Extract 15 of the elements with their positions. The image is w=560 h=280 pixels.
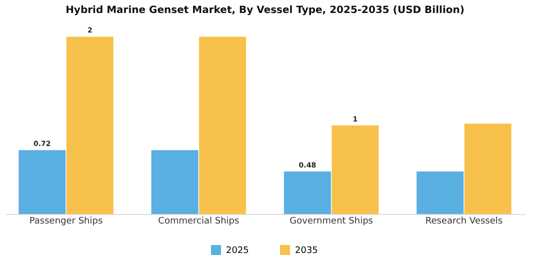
x-tick-label: Commercial Ships <box>158 216 240 226</box>
x-tick-label: Passenger Ships <box>29 216 103 226</box>
x-tick-label: Research Vessels <box>425 216 503 226</box>
bar <box>416 171 464 214</box>
bar <box>464 124 512 214</box>
bar <box>199 36 246 214</box>
legend-label: 2025 <box>226 246 249 256</box>
bar <box>284 171 331 214</box>
chart-title: Hybrid Marine Genset Market, By Vessel Type, 2025-2035 (USD Billion) <box>66 5 464 16</box>
bar <box>66 36 114 214</box>
bar <box>18 150 66 214</box>
bar <box>151 150 198 214</box>
bar <box>332 125 379 214</box>
legend-label: 2035 <box>295 246 318 256</box>
x-tick-label: Government Ships <box>290 216 374 226</box>
